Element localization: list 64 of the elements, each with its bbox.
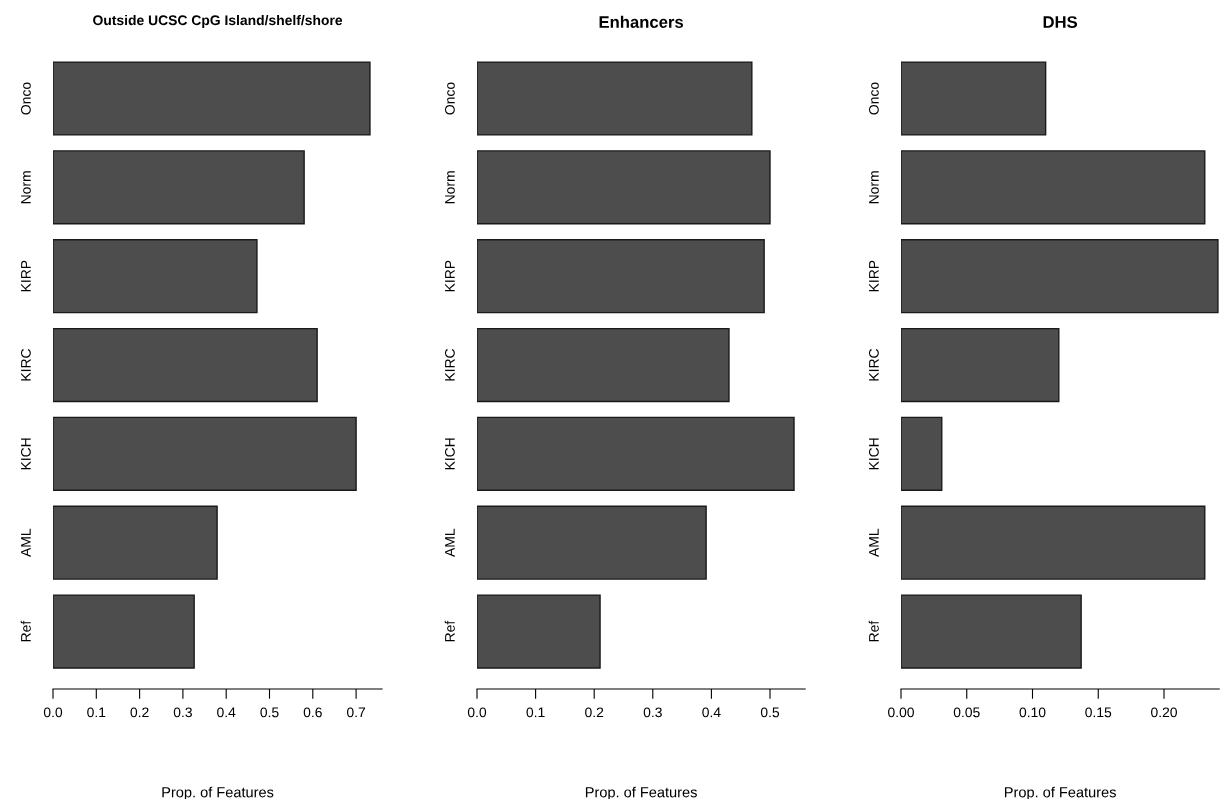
x-tick-label: 0.05	[953, 707, 980, 718]
bar	[901, 239, 1219, 314]
y-tick-label: KIRC	[444, 348, 455, 381]
y-tick-label: Norm	[869, 171, 879, 204]
bar	[901, 327, 1060, 403]
bar	[477, 327, 730, 403]
bar	[477, 416, 795, 491]
x-tick-label: 0.00	[888, 707, 914, 718]
bar	[53, 150, 305, 225]
bar	[53, 594, 195, 669]
x-tick-label: 0.1	[87, 707, 106, 718]
bar	[901, 505, 1206, 580]
y-tick-label: KICH	[868, 438, 879, 470]
bar	[477, 239, 765, 314]
bar	[901, 416, 943, 491]
y-tick-label: Onco	[20, 82, 31, 115]
x-tick-label: 0.5	[760, 707, 780, 718]
bar	[477, 505, 707, 580]
y-tick-label: KIRC	[20, 348, 31, 381]
bar	[901, 150, 1206, 225]
bar	[901, 594, 1082, 669]
y-tick-label: KIRP	[869, 260, 879, 292]
y-tick-label: KIRP	[21, 260, 31, 292]
y-tick-label: AML	[21, 528, 31, 557]
x-tick-label: 0.4	[217, 707, 236, 718]
x-tick-label: 0.6	[303, 707, 322, 718]
bar	[53, 61, 371, 136]
chart-title: Enhancers	[599, 15, 684, 28]
x-tick-label: 0.2	[585, 707, 604, 718]
y-tick-label: Norm	[445, 171, 455, 204]
x-tick-label: 0.5	[260, 707, 279, 718]
chart-title: DHS	[1043, 16, 1078, 28]
bar	[53, 239, 258, 314]
y-tick-label: KICH	[444, 438, 455, 470]
bar	[477, 594, 601, 669]
x-tick-label: 0.0	[43, 707, 63, 718]
y-tick-label: KIRP	[445, 260, 455, 292]
bar	[901, 61, 1047, 136]
bar	[53, 416, 357, 491]
y-tick-label: AML	[445, 528, 455, 557]
x-tick-label: 0.2	[130, 707, 149, 718]
y-tick-label: Onco	[868, 82, 879, 115]
bar	[53, 505, 218, 580]
y-tick-label: Norm	[21, 171, 31, 204]
y-tick-label: Ref	[20, 620, 31, 642]
x-tick-label: 0.1	[526, 707, 545, 718]
y-tick-label: AML	[869, 528, 879, 557]
y-tick-label: Onco	[444, 82, 455, 115]
bar	[477, 61, 753, 136]
x-tick-label: 0.10	[1019, 707, 1046, 718]
y-tick-label: KIRC	[868, 348, 879, 381]
x-tick-label: 0.3	[173, 707, 192, 718]
x-tick-label: 0.4	[702, 707, 721, 718]
chart-title: Outside UCSC CpG Island/shelf/shore	[93, 14, 343, 28]
x-tick-label: 0.0	[467, 707, 487, 718]
y-tick-label: KICH	[20, 438, 31, 470]
y-tick-label: Ref	[868, 620, 879, 642]
x-tick-label: 0.7	[346, 707, 366, 718]
y-tick-label: Ref	[444, 620, 455, 642]
bar	[53, 327, 318, 403]
bar	[477, 150, 771, 225]
x-tick-label: 0.3	[643, 707, 662, 718]
x-tick-label: 0.15	[1085, 707, 1112, 718]
x-tick-label: 0.20	[1151, 707, 1177, 718]
